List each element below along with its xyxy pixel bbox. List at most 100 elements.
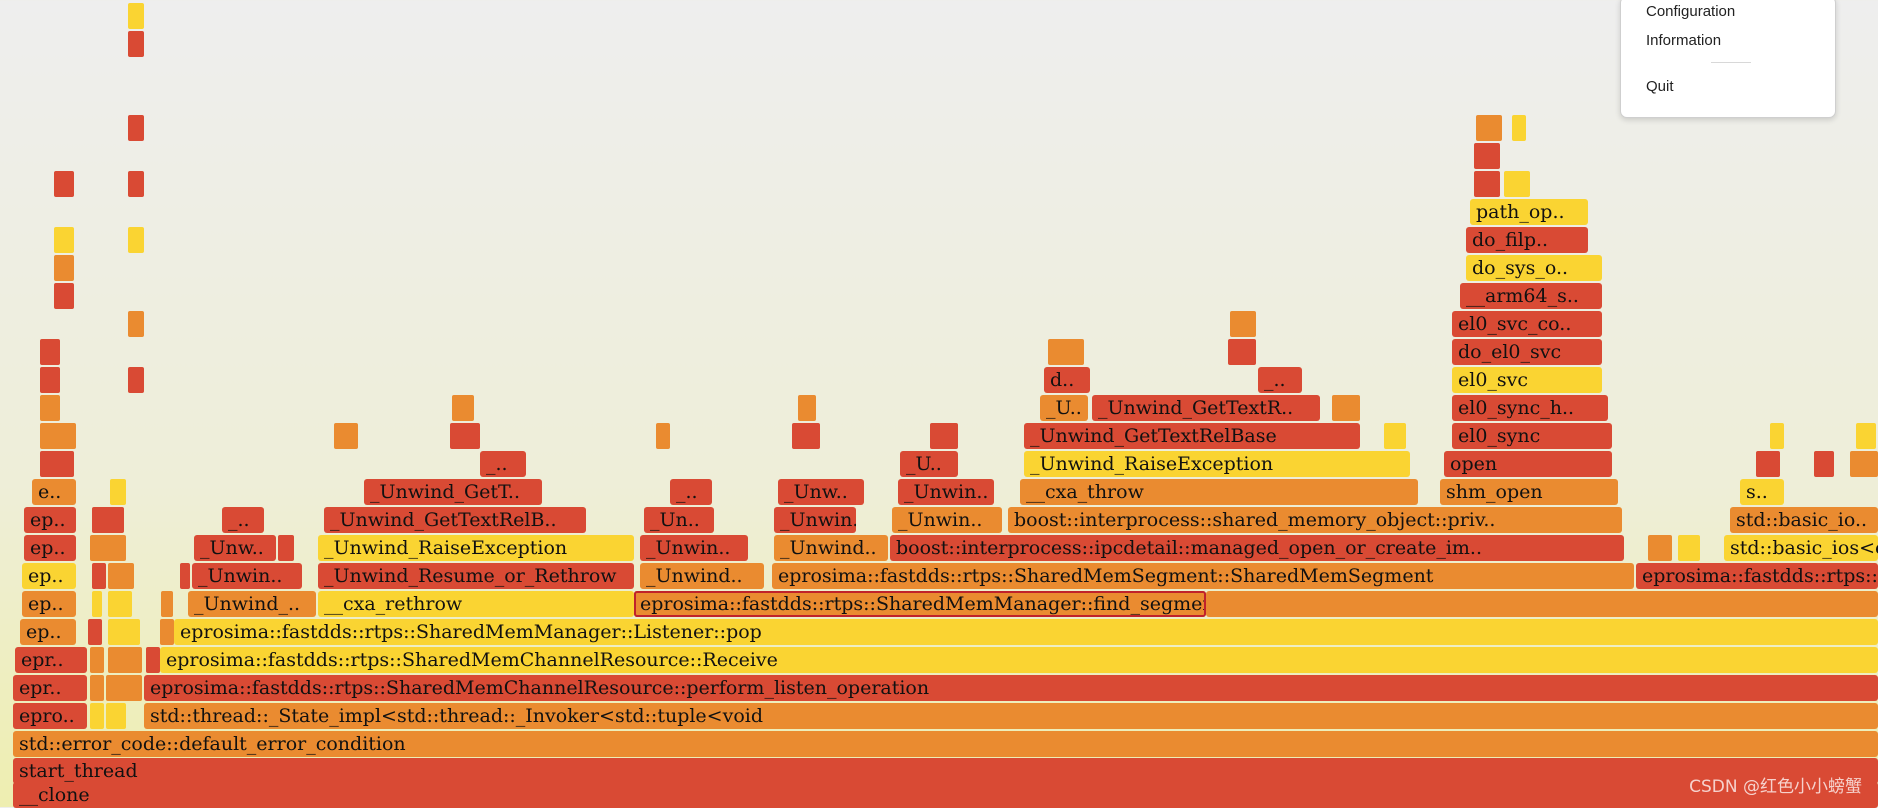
frame-channel-receive[interactable]: eprosima::fastdds::rtps::SharedMemChanne…	[160, 647, 1878, 673]
frame-sliver[interactable]	[88, 619, 102, 645]
frame-managed-open-or-create[interactable]: boost::interprocess::ipcdetail::managed_…	[890, 535, 1624, 561]
frame-unwin[interactable]: _Unwin..	[898, 479, 994, 505]
frame-u[interactable]: _U..	[900, 451, 958, 477]
frame-clone[interactable]: __clone	[13, 782, 1878, 808]
frame-s[interactable]: s..	[1740, 479, 1784, 505]
frame-basic-ios[interactable]: std::basic_ios<c..	[1724, 535, 1878, 561]
frame-ep[interactable]: ep..	[20, 619, 76, 645]
frame-sliver[interactable]	[656, 423, 670, 449]
frame-sliver[interactable]	[930, 423, 958, 449]
frame-listener-pop[interactable]: eprosima::fastdds::rtps::SharedMemManage…	[174, 619, 1878, 645]
frame-unwind[interactable]: _Unwind_..	[188, 591, 316, 617]
frame-sliver[interactable]	[334, 423, 358, 449]
frame-sliver[interactable]	[92, 591, 102, 617]
frame-sliver[interactable]	[1756, 451, 1780, 477]
menu-item-information[interactable]: Information	[1646, 32, 1722, 49]
frame-cxa-rethrow[interactable]: __cxa_rethrow	[318, 591, 634, 617]
frame-arm64-s[interactable]: __arm64_s..	[1460, 283, 1602, 309]
frame-shared-mem-segment[interactable]: eprosima::fastdds::rtps::SharedMemSegmen…	[772, 563, 1634, 589]
frame-ep[interactable]: ep..	[22, 563, 76, 589]
frame-find-segment-rest[interactable]	[1206, 591, 1878, 617]
frame-unwind-resume-or-rethrow[interactable]: _Unwind_Resume_or_Rethrow	[318, 563, 634, 589]
frame-sliver[interactable]	[161, 591, 173, 617]
frame-sliver[interactable]	[180, 563, 190, 589]
frame-e[interactable]: e..	[32, 479, 76, 505]
frame-start-thread[interactable]: start_thread	[13, 758, 1878, 784]
frame-unwind-gettextrelb[interactable]: _Unwind_GetTextRelB..	[324, 507, 586, 533]
frame-el0-svc[interactable]: el0_svc	[1452, 367, 1602, 393]
frame-sliver[interactable]	[40, 339, 60, 365]
frame-unwind-gettextr[interactable]: _Unwind_GetTextR..	[1092, 395, 1320, 421]
frame-sliver[interactable]	[1648, 535, 1672, 561]
frame-sliver[interactable]	[1384, 423, 1406, 449]
frame-sliver[interactable]	[1512, 115, 1526, 141]
frame-error-condition[interactable]: std::error_code::default_error_condition	[13, 731, 1878, 757]
frame-shared-memory-object-priv[interactable]: boost::interprocess::shared_memory_objec…	[1008, 507, 1622, 533]
frame-sliver[interactable]	[90, 535, 126, 561]
frame-epro[interactable]: epro..	[13, 703, 87, 729]
frame-ep[interactable]: ep..	[22, 591, 76, 617]
frame-sliver[interactable]	[1678, 535, 1700, 561]
frame-unwin[interactable]: _Unwin..	[892, 507, 1002, 533]
frame-unwind-gettextrelbase[interactable]: _Unwind_GetTextRelBase	[1024, 423, 1360, 449]
frame-el0-sync-h[interactable]: el0_sync_h..	[1452, 395, 1608, 421]
frame-sliver[interactable]	[452, 395, 474, 421]
frame-sliver[interactable]	[106, 675, 142, 701]
frame-sliver[interactable]	[108, 591, 132, 617]
frame-find-segment[interactable]: eprosima::fastdds::rtps::SharedMemManage…	[634, 591, 1206, 617]
frame-sliver[interactable]	[90, 703, 104, 729]
frame-sliver[interactable]	[1048, 339, 1084, 365]
frame-sliver[interactable]	[108, 619, 140, 645]
frame-ep[interactable]: ep..	[24, 535, 76, 561]
frame-sliver[interactable]	[108, 647, 142, 673]
frame-unwin[interactable]: _Unwin..	[192, 563, 302, 589]
frame-sliver[interactable]	[40, 367, 60, 393]
frame-underscore[interactable]: _..	[670, 479, 712, 505]
frame-sliver[interactable]	[128, 171, 144, 197]
menu-item-configuration[interactable]: Configuration	[1646, 3, 1736, 20]
frame-u-2[interactable]: _U..	[1040, 395, 1088, 421]
frame-unwin[interactable]: _Unwin..	[774, 507, 856, 533]
frame-sliver[interactable]	[40, 451, 74, 477]
frame-do-sys-o[interactable]: do_sys_o..	[1466, 255, 1602, 281]
frame-sliver[interactable]	[1850, 451, 1878, 477]
frame-uuid[interactable]: eprosima::fastdds::rtps::UUID	[1636, 563, 1878, 589]
frame-sliver[interactable]	[40, 395, 60, 421]
frame-sliver[interactable]	[128, 31, 144, 57]
frame-sliver[interactable]	[792, 423, 820, 449]
frame-sliver[interactable]	[108, 563, 134, 589]
frame-sliver[interactable]	[1332, 395, 1360, 421]
frame-open[interactable]: open	[1444, 451, 1612, 477]
frame-unwind[interactable]: _Unwind..	[774, 535, 888, 561]
frame-sliver[interactable]	[1474, 171, 1500, 197]
frame-epr[interactable]: epr..	[15, 647, 87, 673]
frame-sliver[interactable]	[1770, 423, 1784, 449]
frame-epr[interactable]: epr..	[13, 675, 87, 701]
frame-sliver[interactable]	[54, 255, 74, 281]
frame-sliver[interactable]	[128, 115, 144, 141]
frame-unwind[interactable]: _Unwind..	[640, 563, 764, 589]
frame-sliver[interactable]	[106, 703, 126, 729]
frame-sliver[interactable]	[54, 283, 74, 309]
frame-sliver[interactable]	[110, 479, 126, 505]
frame-unw[interactable]: _Unw..	[778, 479, 864, 505]
frame-sliver[interactable]	[1474, 143, 1500, 169]
frame-perform-listen-operation[interactable]: eprosima::fastdds::rtps::SharedMemChanne…	[144, 675, 1878, 701]
frame-un[interactable]: _Un..	[644, 507, 714, 533]
frame-unw[interactable]: _Unw..	[194, 535, 276, 561]
frame-unwind-gett[interactable]: _Unwind_GetT..	[364, 479, 542, 505]
frame-underscore[interactable]: _..	[222, 507, 264, 533]
frame-unwind-raise-exception-2[interactable]: _Unwind_RaiseException	[1024, 451, 1410, 477]
frame-sliver[interactable]	[90, 675, 104, 701]
frame-sliver[interactable]	[128, 367, 144, 393]
frame-do-filp[interactable]: do_filp..	[1466, 227, 1588, 253]
frame-sliver[interactable]	[798, 395, 816, 421]
frame-sliver[interactable]	[278, 535, 294, 561]
frame-path-op[interactable]: path_op..	[1470, 199, 1588, 225]
frame-sliver[interactable]	[92, 563, 106, 589]
frame-sliver[interactable]	[146, 647, 160, 673]
menu-item-quit[interactable]: Quit	[1646, 78, 1674, 95]
frame-sliver[interactable]	[54, 227, 74, 253]
frame-shm-open[interactable]: shm_open	[1440, 479, 1618, 505]
frame-d[interactable]: d..	[1044, 367, 1090, 393]
